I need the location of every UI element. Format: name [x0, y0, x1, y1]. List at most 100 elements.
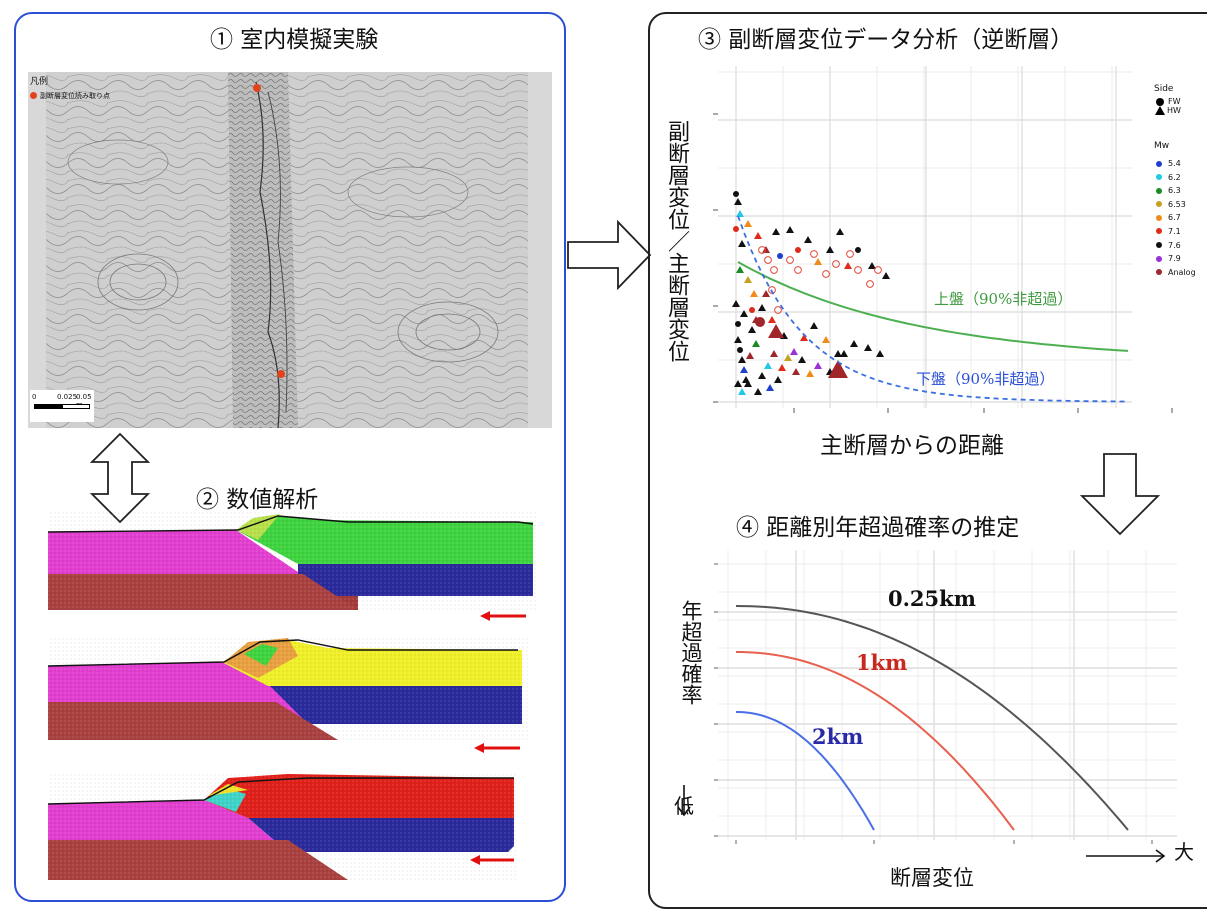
data-point: [762, 246, 770, 253]
scale-tick-1: 0.025: [57, 393, 78, 401]
data-point: [772, 228, 780, 235]
data-point: [732, 300, 740, 307]
data-point: [754, 232, 762, 239]
data-point: [736, 210, 744, 217]
data-point: [864, 344, 872, 351]
data-point: [868, 262, 876, 269]
data-point-open: [846, 250, 854, 258]
displacement-scatter-svg: [713, 66, 1173, 413]
data-point: [766, 384, 774, 391]
map-legend: 凡例 副断層変位読み取り点: [30, 74, 110, 101]
legend-mw-label: Analog: [1168, 267, 1196, 277]
data-point: [735, 321, 741, 327]
data-point-open: [770, 266, 778, 274]
data-point: [744, 380, 752, 387]
data-point: [795, 247, 801, 253]
data-point: [806, 370, 814, 377]
data-point-analog: [768, 324, 784, 338]
curve-label-2km: 2km: [812, 724, 864, 749]
contour-map-image: [28, 72, 552, 429]
data-point: [744, 220, 752, 227]
data-point: [784, 354, 792, 361]
data-point: [734, 380, 742, 387]
legend-mw-label: 7.1: [1168, 226, 1181, 236]
legend-mw-label: 7.9: [1168, 254, 1181, 264]
legend-mw-label: 5.4: [1168, 159, 1181, 168]
data-point: [786, 226, 794, 233]
chart4-ylabel: 年超過確率: [679, 600, 703, 705]
scale-tick-0: 0: [32, 393, 37, 401]
plot-area: [718, 550, 1177, 840]
legend-dot-icon: [1156, 228, 1162, 235]
legend-mw-item: 7.9: [1154, 252, 1196, 266]
exceedance-curve-1: [736, 651, 1015, 831]
data-point: [850, 340, 858, 347]
data-point: [836, 228, 844, 235]
chart4-xlabel: 断層変位: [890, 866, 974, 890]
legend-mw-item: 7.6: [1154, 239, 1196, 253]
data-point: [770, 350, 778, 357]
legend-side-title: Side: [1154, 84, 1174, 94]
legend-dot-icon: [1156, 201, 1162, 208]
data-point: [734, 336, 742, 343]
chart3-legend: Side FW HW Mw 5.4 6.2 6.3 6.53 6.7 7.1 7.6 7.9 A…: [1154, 84, 1196, 279]
curve-label-1km: 1km: [856, 650, 908, 675]
legend-dot-icon: [1156, 255, 1162, 262]
chart3-xlabel: 主断層からの距離: [820, 433, 1004, 459]
probability-chart: 年超過確率 低 断層変位 大 0.25km 1km 2km: [660, 540, 1207, 905]
right-arrow-icon: [567, 219, 652, 291]
data-point: [740, 310, 748, 317]
data-point: [737, 347, 743, 353]
data-point: [744, 276, 752, 283]
data-point: [804, 236, 812, 243]
circle-icon: [1156, 97, 1164, 106]
data-point-open: [810, 250, 818, 258]
data-point: [798, 356, 806, 363]
data-point: [814, 258, 822, 265]
data-point: [822, 336, 830, 343]
legend-mw-list: 5.4 6.2 6.3 6.53 6.7 7.1 7.6 7.9 Analog: [1154, 157, 1196, 279]
experiment-panel: [14, 12, 566, 902]
reading-point: [277, 370, 285, 378]
analysis-panel: [648, 12, 1207, 909]
data-point: [750, 290, 758, 297]
data-point-open: [794, 266, 802, 274]
chart4-xhigh: 大: [1174, 840, 1194, 864]
data-point: [844, 262, 852, 269]
data-point-open: [764, 256, 772, 264]
legend-dot-icon: [1156, 242, 1162, 249]
data-point-open: [874, 266, 882, 274]
legend-mw-label: 7.6: [1168, 240, 1181, 250]
legend-mw-item: 6.53: [1154, 198, 1196, 212]
map-legend-item-label: 副断層変位読み取り点: [40, 92, 110, 100]
panel3-title: ③ 副断層変位データ分析（逆断層）: [698, 27, 1074, 53]
triangle-icon: [1155, 106, 1165, 115]
data-point-open: [774, 306, 782, 314]
reading-point: [253, 84, 261, 92]
legend-mw-label: 6.2: [1168, 172, 1181, 182]
data-point: [790, 348, 798, 355]
scale-bar: 0 0.025 0.05 m: [30, 390, 94, 422]
legend-mw-item: 6.3: [1154, 184, 1196, 198]
data-point-open: [758, 246, 766, 254]
data-point: [738, 388, 746, 395]
data-point: [800, 334, 808, 341]
data-point: [736, 266, 744, 273]
data-point: [733, 191, 739, 197]
map-legend-title: 凡例: [30, 77, 49, 87]
data-point: [777, 253, 783, 259]
data-point: [826, 246, 834, 253]
data-point: [749, 307, 755, 313]
data-point: [882, 272, 890, 279]
data-point: [752, 340, 760, 347]
simulation-stage-3: [48, 772, 518, 880]
curve-label-025km: 0.25km: [888, 586, 976, 611]
simulation-stage-2: [48, 636, 528, 753]
plot-area: [718, 66, 1132, 408]
panel4-title: ④ 距離別年超過確率の推定: [736, 515, 1020, 541]
exceedance-curve-2: [736, 711, 875, 831]
panel2-title: ② 数値解析: [196, 487, 319, 513]
data-point: [876, 350, 884, 357]
data-point: [764, 362, 772, 369]
data-point: [734, 198, 742, 205]
